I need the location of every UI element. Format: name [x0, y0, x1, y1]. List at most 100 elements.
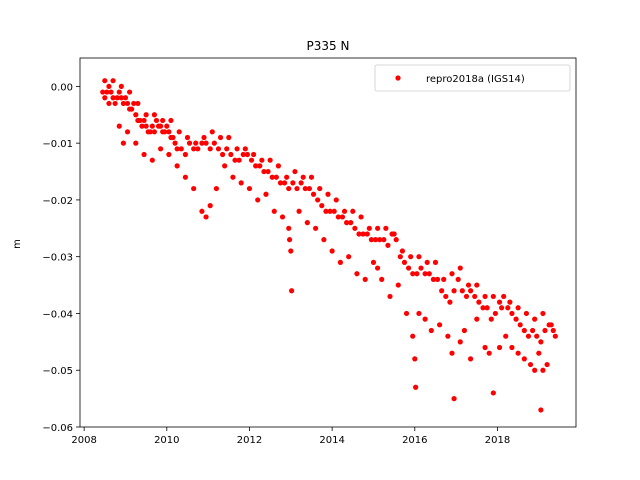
data-point [289, 288, 295, 294]
data-point [286, 225, 292, 231]
data-point [331, 208, 337, 214]
data-point [513, 316, 519, 322]
data-point [286, 185, 292, 192]
data-point [201, 134, 207, 141]
data-point [441, 276, 447, 282]
data-point [106, 100, 112, 107]
data-point [238, 180, 244, 186]
data-point [116, 89, 122, 95]
data-point [302, 185, 308, 192]
data-point [505, 305, 511, 311]
data-point [358, 214, 364, 220]
data-point [354, 271, 360, 277]
data-point [337, 259, 343, 265]
data-point [151, 129, 157, 135]
data-point [267, 157, 273, 163]
data-point [447, 299, 453, 305]
data-point [178, 146, 184, 152]
data-point [191, 185, 197, 192]
data-point [298, 180, 304, 186]
data-point [552, 333, 558, 339]
data-point [515, 350, 521, 356]
data-point [461, 327, 467, 334]
data-point [220, 151, 226, 158]
data-point [397, 254, 403, 260]
data-point [222, 163, 228, 169]
y-tick-label: −0.04 [42, 309, 73, 320]
data-point [499, 305, 505, 311]
plot-border [79, 57, 577, 428]
data-point [540, 367, 546, 373]
data-point [224, 146, 230, 152]
data-point [282, 180, 288, 186]
data-point [118, 95, 124, 101]
data-point [525, 333, 532, 339]
data-point [269, 174, 275, 180]
data-point [244, 151, 250, 158]
data-point [158, 123, 164, 129]
data-point [100, 89, 106, 95]
data-point [137, 117, 143, 124]
data-point [503, 333, 509, 339]
data-point [532, 316, 538, 322]
data-point [449, 350, 455, 356]
data-point [416, 310, 422, 317]
data-point [135, 100, 141, 107]
data-point [472, 293, 478, 300]
data-point [476, 299, 482, 305]
data-point [226, 134, 232, 141]
data-point [455, 276, 461, 282]
data-point [166, 129, 172, 135]
data-point [310, 191, 317, 197]
data-point [534, 333, 540, 339]
data-point [149, 157, 155, 163]
data-point [532, 367, 538, 373]
data-point [253, 163, 259, 169]
data-point [486, 350, 492, 356]
data-point [468, 356, 474, 362]
data-point [509, 310, 515, 317]
data-point [488, 316, 494, 322]
data-point [550, 327, 556, 334]
data-point [364, 231, 370, 237]
x-tick-label: 2012 [237, 435, 262, 446]
legend-marker [395, 75, 401, 81]
data-point [255, 197, 261, 203]
data-point [484, 305, 490, 311]
data-point [191, 146, 197, 152]
data-point [381, 237, 387, 243]
data-point [112, 100, 118, 107]
data-point [536, 350, 542, 356]
data-point [410, 271, 416, 277]
y-tick-label: 0.00 [51, 82, 73, 93]
data-point [257, 163, 263, 169]
data-point [195, 146, 201, 152]
data-point [242, 146, 248, 152]
data-point [329, 248, 335, 254]
data-point [288, 248, 294, 254]
data-point [317, 185, 323, 192]
data-point [418, 265, 424, 271]
data-point [116, 123, 122, 129]
data-point [482, 293, 488, 300]
data-point [248, 157, 255, 163]
data-point [540, 310, 546, 317]
data-point [127, 89, 133, 95]
data-point [114, 95, 120, 101]
axes: 2008 2010 2012 2014 2016 2018 0.00 −0.01 −0.02 −0… [42, 82, 510, 446]
data-point [333, 197, 339, 203]
data-points [100, 78, 558, 413]
data-point [335, 214, 341, 220]
data-point [182, 151, 188, 158]
data-point [339, 214, 346, 220]
data-point [432, 259, 439, 265]
data-point [300, 174, 306, 180]
data-point [139, 123, 145, 129]
data-point [527, 361, 534, 368]
data-point [530, 327, 536, 334]
x-tick-label: 2014 [319, 435, 344, 446]
data-point [172, 140, 178, 146]
data-point [387, 293, 393, 300]
data-point [151, 112, 157, 118]
data-point [480, 305, 486, 311]
